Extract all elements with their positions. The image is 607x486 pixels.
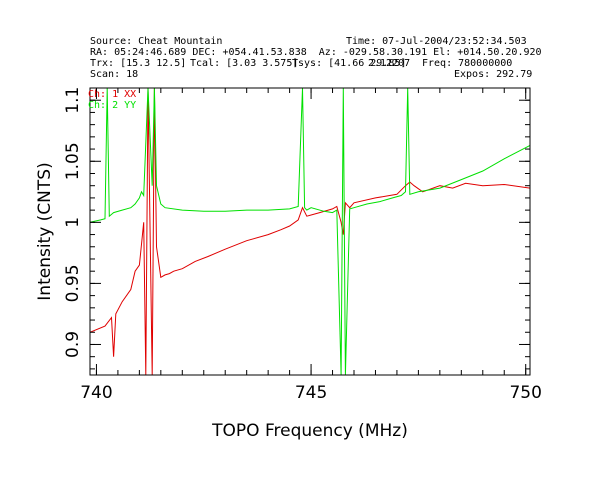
ticks-layer: [90, 87, 530, 375]
tsys-label: Tsys: [41.66 29.85]: [292, 58, 407, 69]
y-tick-label: 1: [63, 217, 83, 228]
legend-entry-1: Ch: 1 XX: [88, 89, 136, 100]
x-tick-label: 745: [295, 383, 327, 403]
y-axis-title: Intensity (CNTS): [35, 162, 55, 300]
time-label: Time: 07-Jul-2004/23:52:34.503: [346, 36, 527, 47]
tick-labels-layer: 740 745 750 0.9 0.95 1 1.05 1.1: [63, 87, 542, 403]
x-tick-label: 750: [509, 383, 541, 403]
series-layer: [90, 88, 530, 375]
source-label: Source: Cheat Mountain: [90, 36, 223, 47]
tcal-label: Tcal: [3.03 3.575]: [190, 58, 299, 69]
expos-label: Expos: 292.79: [454, 69, 533, 80]
plot-frame: [89, 87, 531, 376]
y-tick-label: 0.95: [63, 264, 83, 302]
axes-layer: [89, 87, 531, 376]
x-axis-title: TOPO Frequency (MHz): [211, 421, 408, 441]
y-tick-label: 0.9: [63, 331, 83, 358]
y-tick-label: 1.05: [63, 142, 83, 180]
freq-label: Freq: 780000000: [422, 58, 513, 69]
y-tick-label: 1.1: [63, 87, 83, 114]
x-tick-label: 740: [80, 383, 112, 403]
coordinates-label: RA: 05:24:46.689 DEC: +054.41.53.838 Az:…: [90, 47, 542, 58]
scan-label: Scan: 18: [90, 69, 139, 80]
legend-entry-2: Ch: 2 YY: [88, 100, 136, 111]
series-line-1: [90, 88, 530, 375]
overlap-label: 2.12207: [368, 58, 411, 69]
trx-label: Trx: [15.3 12.5]: [90, 58, 187, 69]
series-line-2: [90, 88, 530, 375]
